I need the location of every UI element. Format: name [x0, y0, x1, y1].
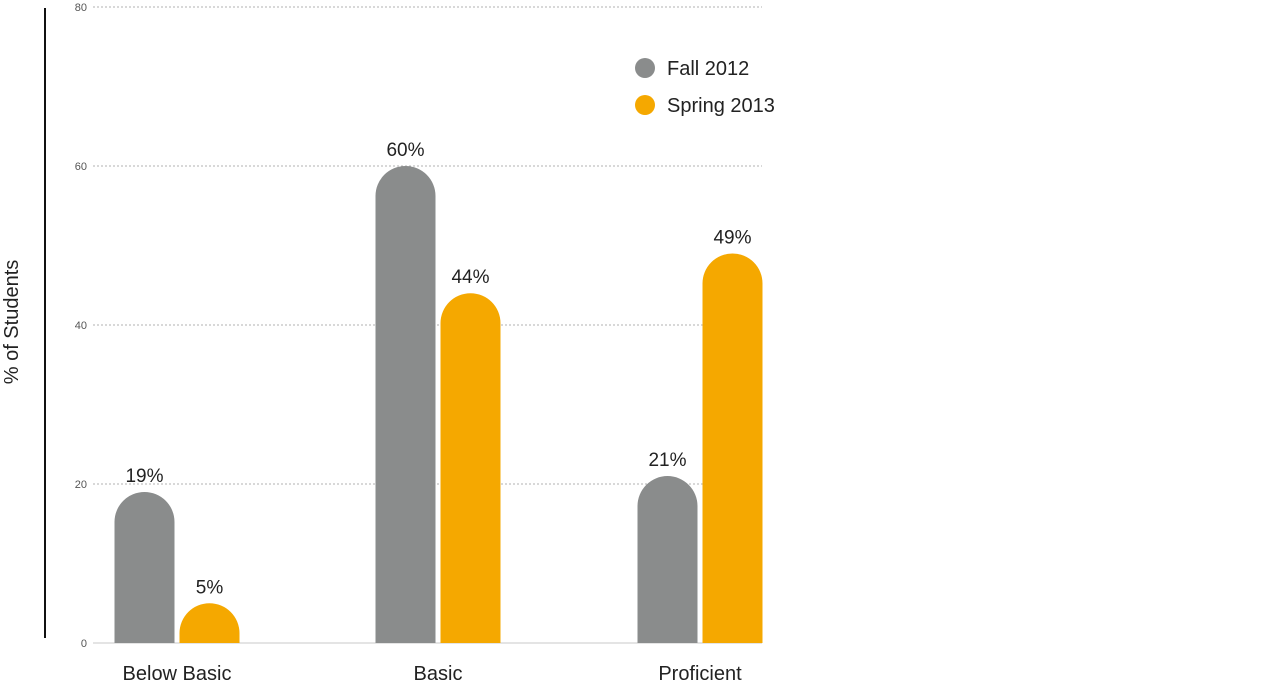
bars [114, 166, 763, 644]
x-tick-label: Below Basic [123, 663, 232, 685]
data-labels: 19% 5% 60% 44% 21% 49% [125, 140, 751, 598]
y-tick-label: 0 [81, 638, 87, 650]
data-label: 21% [648, 450, 686, 471]
y-tick-label: 80 [75, 2, 87, 14]
bar-below-basic-fall-2012 [114, 491, 175, 643]
bar-basic-spring-2013 [440, 293, 501, 643]
legend-swatch [635, 58, 655, 78]
y-tick-label: 40 [75, 320, 87, 332]
bar-proficient-spring-2013 [702, 253, 763, 643]
data-label: 60% [386, 140, 424, 161]
data-label: 49% [713, 227, 751, 248]
data-label: 5% [196, 577, 224, 598]
legend-label: Spring 2013 [667, 95, 775, 117]
x-tick-label: Proficient [658, 663, 742, 685]
y-tick-labels: 0 20 40 60 80 [75, 2, 87, 650]
y-axis-title: % of Students [1, 260, 23, 385]
legend-label: Fall 2012 [667, 58, 749, 80]
y-tick-label: 60 [75, 161, 87, 173]
legend: Fall 2012 Spring 2013 [635, 58, 775, 117]
x-tick-labels: Below Basic Basic Proficient [123, 663, 743, 685]
x-tick-label: Basic [414, 663, 463, 685]
data-label: 44% [451, 267, 489, 288]
bar-proficient-fall-2012 [637, 476, 698, 643]
bar-below-basic-spring-2013 [179, 603, 240, 643]
data-label: 19% [125, 466, 163, 487]
bar-basic-fall-2012 [375, 166, 436, 644]
y-tick-label: 20 [75, 479, 87, 491]
legend-swatch [635, 95, 655, 115]
